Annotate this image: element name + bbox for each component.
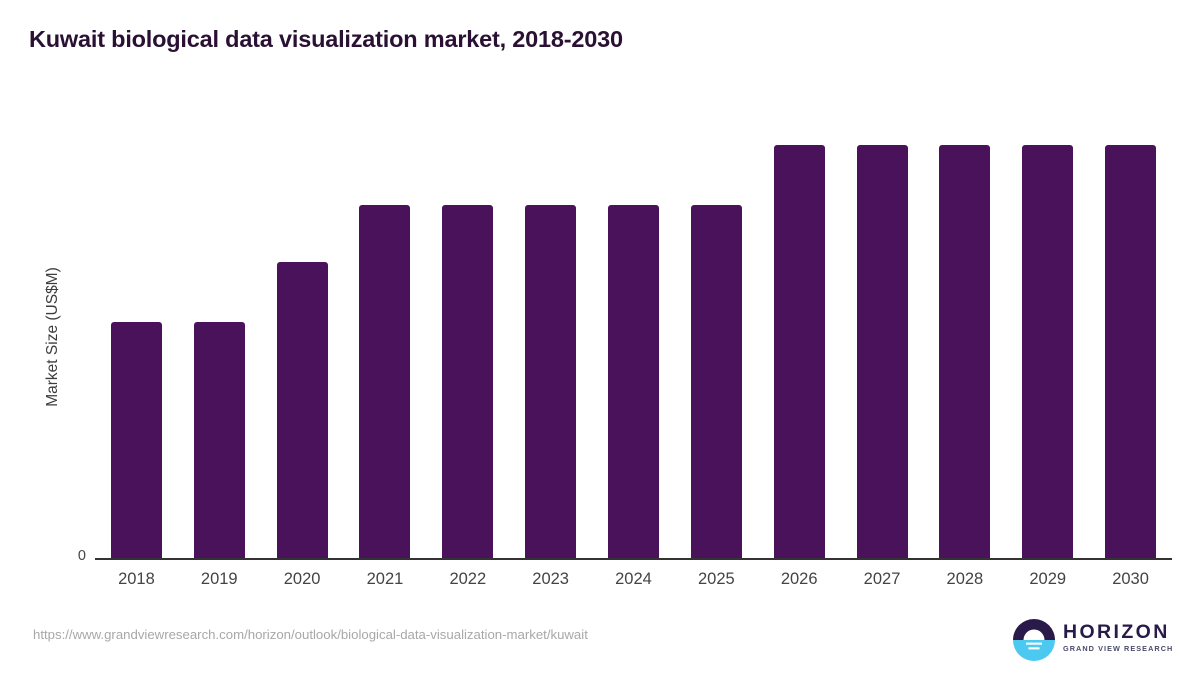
horizon-logo-icon: [1013, 619, 1055, 661]
x-axis-tick-label: 2026: [780, 570, 818, 588]
x-axis-tick-label: 2022: [449, 570, 487, 588]
bar: [856, 144, 908, 558]
y-axis-tick-zero: 0: [77, 548, 86, 564]
bar: [193, 322, 245, 558]
x-axis-tick-label: 2025: [697, 570, 735, 588]
horizon-logo-wordmark: HORIZON: [1063, 621, 1170, 643]
horizon-logo: HORIZON GRAND VIEW RESEARCH: [1013, 618, 1173, 662]
bar: [276, 262, 328, 558]
x-axis-line: [95, 558, 1172, 560]
x-axis-tick-label: 2019: [200, 570, 238, 588]
bar: [690, 204, 742, 558]
horizon-logo-tagline: GRAND VIEW RESEARCH: [1063, 644, 1174, 653]
x-axis-tick-label: 2023: [532, 570, 569, 588]
bar: [110, 322, 162, 558]
bar: [525, 204, 577, 558]
x-axis-tick-label: 2024: [615, 570, 652, 588]
x-axis-tick-label: 2029: [1029, 570, 1067, 588]
x-axis-tick-label: 2030: [1112, 570, 1149, 588]
source-url[interactable]: https://www.grandviewresearch.com/horizo…: [33, 627, 588, 642]
bar: [1105, 144, 1157, 558]
x-axis-tick-label: 2027: [863, 570, 901, 588]
x-axis-tick-label: 2021: [366, 570, 404, 588]
page-title: Kuwait biological data visualization mar…: [29, 26, 623, 52]
x-axis-tick-label: 2028: [946, 570, 984, 588]
bar: [939, 144, 991, 558]
bar: [442, 204, 494, 558]
bar: [1022, 144, 1074, 558]
x-axis-tick-label: 2020: [283, 570, 321, 588]
bar: [773, 144, 825, 558]
x-axis-tick-label: 2018: [118, 570, 155, 588]
bar: [608, 204, 659, 558]
bar: [359, 204, 411, 558]
horizon-logo-text: HORIZON GRAND VIEW RESEARCH: [1063, 622, 1175, 654]
